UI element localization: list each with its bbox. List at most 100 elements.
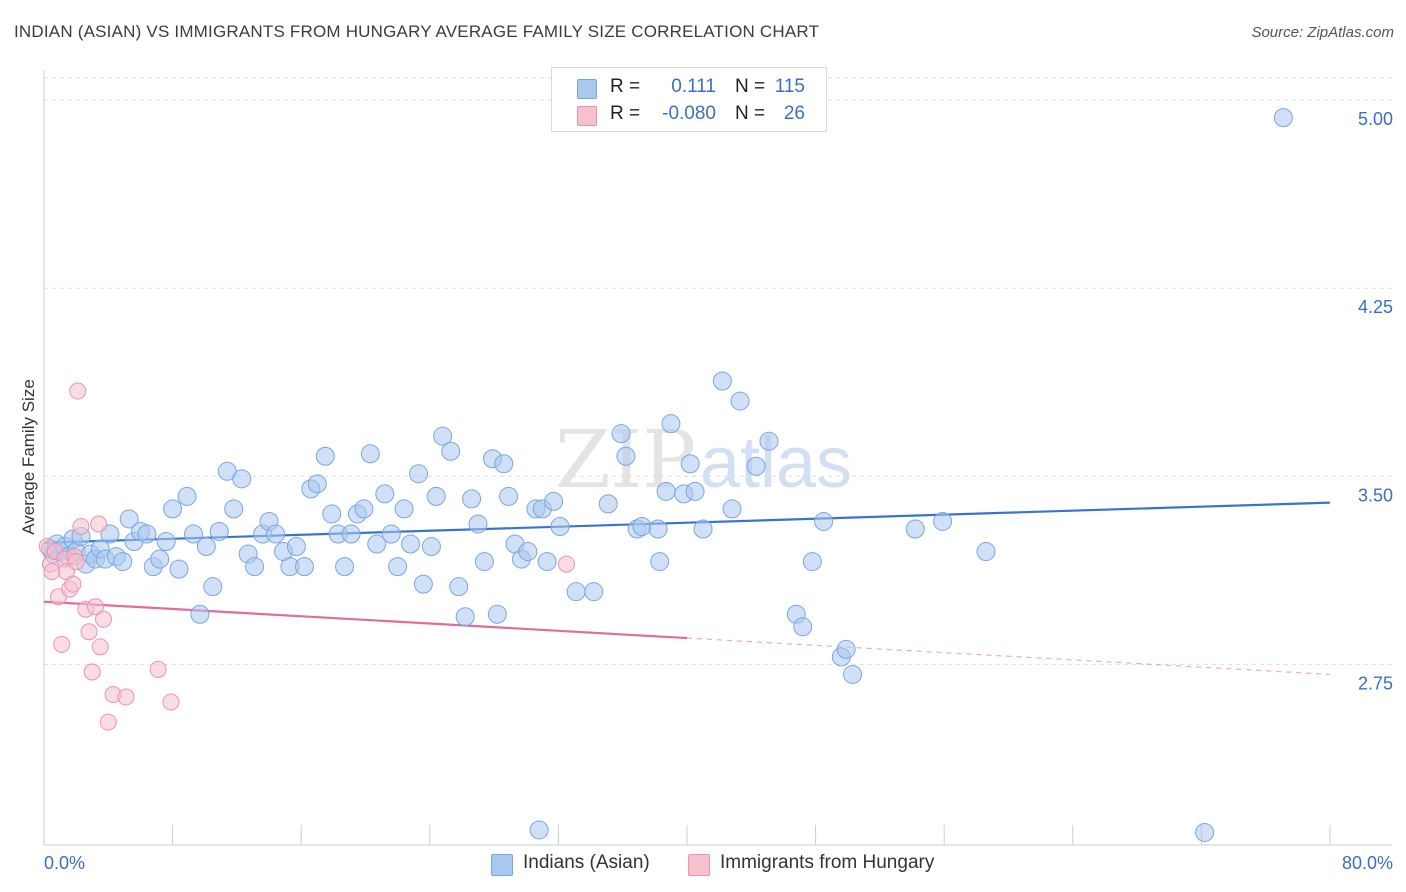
- point-indians: [1195, 822, 1215, 842]
- point-indians: [449, 577, 469, 597]
- point-indians: [685, 481, 705, 501]
- point-indians: [474, 552, 494, 572]
- point-hungary: [67, 553, 85, 571]
- point-indians: [462, 489, 482, 509]
- point-indians: [746, 456, 766, 476]
- y-tick-label: 2.75: [1358, 673, 1393, 693]
- point-indians: [433, 426, 453, 446]
- point-hungary: [94, 610, 112, 628]
- point-indians: [802, 552, 822, 572]
- legend-r-label: R =: [610, 76, 641, 97]
- legend-r-label: R =: [610, 103, 641, 124]
- point-indians: [100, 524, 120, 544]
- point-indians: [265, 524, 285, 544]
- point-indians: [426, 486, 446, 506]
- point-indians: [354, 499, 374, 519]
- y-tick-label: 5.00: [1358, 109, 1393, 129]
- point-indians: [793, 617, 813, 637]
- point-indians: [409, 464, 429, 484]
- point-hungary: [117, 688, 135, 706]
- legend-label-hungary: Immigrants from Hungary: [720, 852, 935, 873]
- point-hungary: [91, 638, 109, 656]
- point-indians: [245, 557, 265, 577]
- point-indians: [537, 552, 557, 572]
- point-indians: [650, 552, 670, 572]
- legend-r-value: 0.111: [671, 76, 716, 97]
- point-indians: [656, 481, 676, 501]
- trend-line-hungary-extrapolated: [686, 637, 1331, 676]
- gridlines: [44, 77, 1392, 665]
- point-indians: [976, 542, 996, 562]
- point-indians: [341, 524, 361, 544]
- point-indians: [360, 444, 380, 464]
- point-indians: [375, 484, 395, 504]
- correlation-legend: R = 0.111 N = 115 R = -0.080 N = 26: [551, 67, 827, 132]
- point-indians: [468, 514, 488, 534]
- axes: [43, 70, 1392, 846]
- point-hungary: [149, 660, 167, 678]
- point-indians: [712, 371, 732, 391]
- point-hungary: [53, 635, 71, 653]
- point-indians: [759, 431, 779, 451]
- legend-swatch-hungary: [577, 106, 597, 126]
- point-indians: [401, 534, 421, 554]
- source-label: Source: ZipAtlas.com: [1251, 24, 1394, 41]
- point-indians: [232, 469, 252, 489]
- point-hungary: [43, 563, 61, 581]
- point-indians: [286, 537, 306, 557]
- point-indians: [1273, 108, 1293, 128]
- point-hungary: [86, 598, 104, 616]
- point-indians: [209, 521, 229, 541]
- legend-n-value: 115: [774, 76, 805, 97]
- point-indians: [616, 446, 636, 466]
- point-hungary: [90, 515, 108, 533]
- point-indians: [177, 486, 197, 506]
- point-indians: [494, 454, 514, 474]
- point-indians: [730, 391, 750, 411]
- point-indians: [550, 516, 570, 536]
- legend-swatch-indians: [577, 79, 597, 99]
- point-indians: [648, 519, 668, 539]
- point-indians: [156, 532, 176, 552]
- point-hungary: [557, 555, 575, 573]
- legend-r-value: -0.080: [662, 103, 716, 124]
- point-indians: [196, 537, 216, 557]
- legend-swatch-hungary: [688, 854, 710, 876]
- point-indians: [307, 474, 327, 494]
- data-points: [38, 108, 1293, 842]
- legend-n-value: 26: [783, 103, 805, 124]
- point-indians: [584, 582, 604, 602]
- point-indians: [611, 424, 631, 444]
- point-indians: [544, 491, 564, 511]
- point-indians: [722, 499, 742, 519]
- axis-labels: 2.75 3.50 4.25 5.00 0.0% 80.0% Average Family …: [19, 109, 1393, 873]
- point-indians: [137, 524, 157, 544]
- point-indians: [169, 559, 189, 579]
- point-indians: [693, 519, 713, 539]
- x-tick-label-max: 80.0%: [1342, 853, 1393, 873]
- legend-swatch-indians: [491, 854, 513, 876]
- point-indians: [367, 534, 387, 554]
- point-indians: [661, 414, 681, 434]
- y-tick-label: 4.25: [1358, 297, 1393, 317]
- chart-title: INDIAN (ASIAN) VS IMMIGRANTS FROM HUNGAR…: [14, 22, 820, 41]
- trend-lines: [43, 501, 1331, 676]
- point-hungary: [83, 663, 101, 681]
- point-indians: [836, 639, 856, 659]
- point-indians: [224, 499, 244, 519]
- point-indians: [566, 582, 586, 602]
- point-hungary: [99, 713, 117, 731]
- point-indians: [315, 446, 335, 466]
- point-hungary: [80, 623, 98, 641]
- legend-label-indians: Indians (Asian): [523, 852, 650, 873]
- point-hungary: [64, 575, 82, 593]
- point-hungary: [72, 517, 90, 535]
- point-indians: [388, 557, 408, 577]
- legend-n-label: N =: [735, 103, 766, 124]
- y-axis-label: Average Family Size: [19, 379, 38, 535]
- point-indians: [394, 499, 414, 519]
- point-indians: [421, 537, 441, 557]
- point-indians: [455, 607, 475, 627]
- point-indians: [381, 524, 401, 544]
